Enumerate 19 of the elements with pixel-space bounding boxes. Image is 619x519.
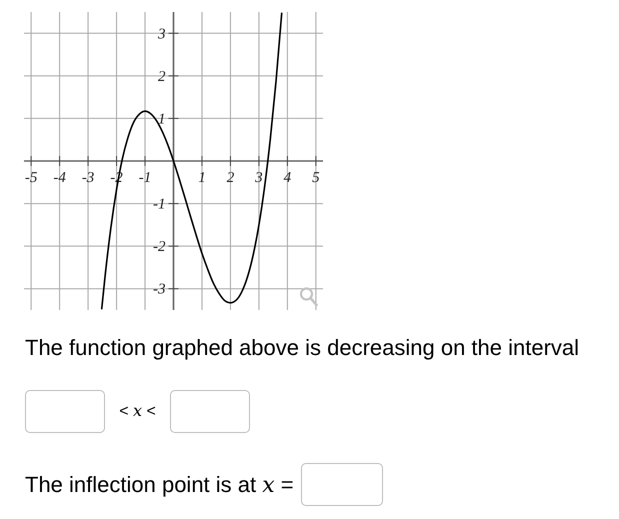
- x-tick-label: 3: [254, 170, 263, 186]
- y-tick-label: -3: [153, 282, 166, 298]
- x-tick-label: 5: [312, 170, 320, 186]
- x-tick-label: -3: [82, 170, 94, 186]
- text: The inflection point is at 𝑥 =: [25, 472, 294, 498]
- y-tick-label: -1: [153, 196, 166, 213]
- line-series: [100, 12, 283, 310]
- x-tick-label: -5: [24, 170, 38, 186]
- x-tick-label: 1: [198, 170, 206, 186]
- x-tick-label: -1: [138, 170, 152, 186]
- x-tick-label: 2: [226, 170, 235, 186]
- x-tick-label: -4: [53, 170, 66, 186]
- x-tick-label: 4: [284, 170, 292, 186]
- y-tick-label: 1: [158, 111, 166, 128]
- text: < 𝑥 <: [118, 402, 157, 422]
- text: The function graphed above is decreasing on the interval: [25, 335, 580, 360]
- y-tick-label: -2: [153, 239, 166, 256]
- y-tick-label: 2: [158, 68, 166, 85]
- y-tick-label: 3: [157, 26, 166, 42]
